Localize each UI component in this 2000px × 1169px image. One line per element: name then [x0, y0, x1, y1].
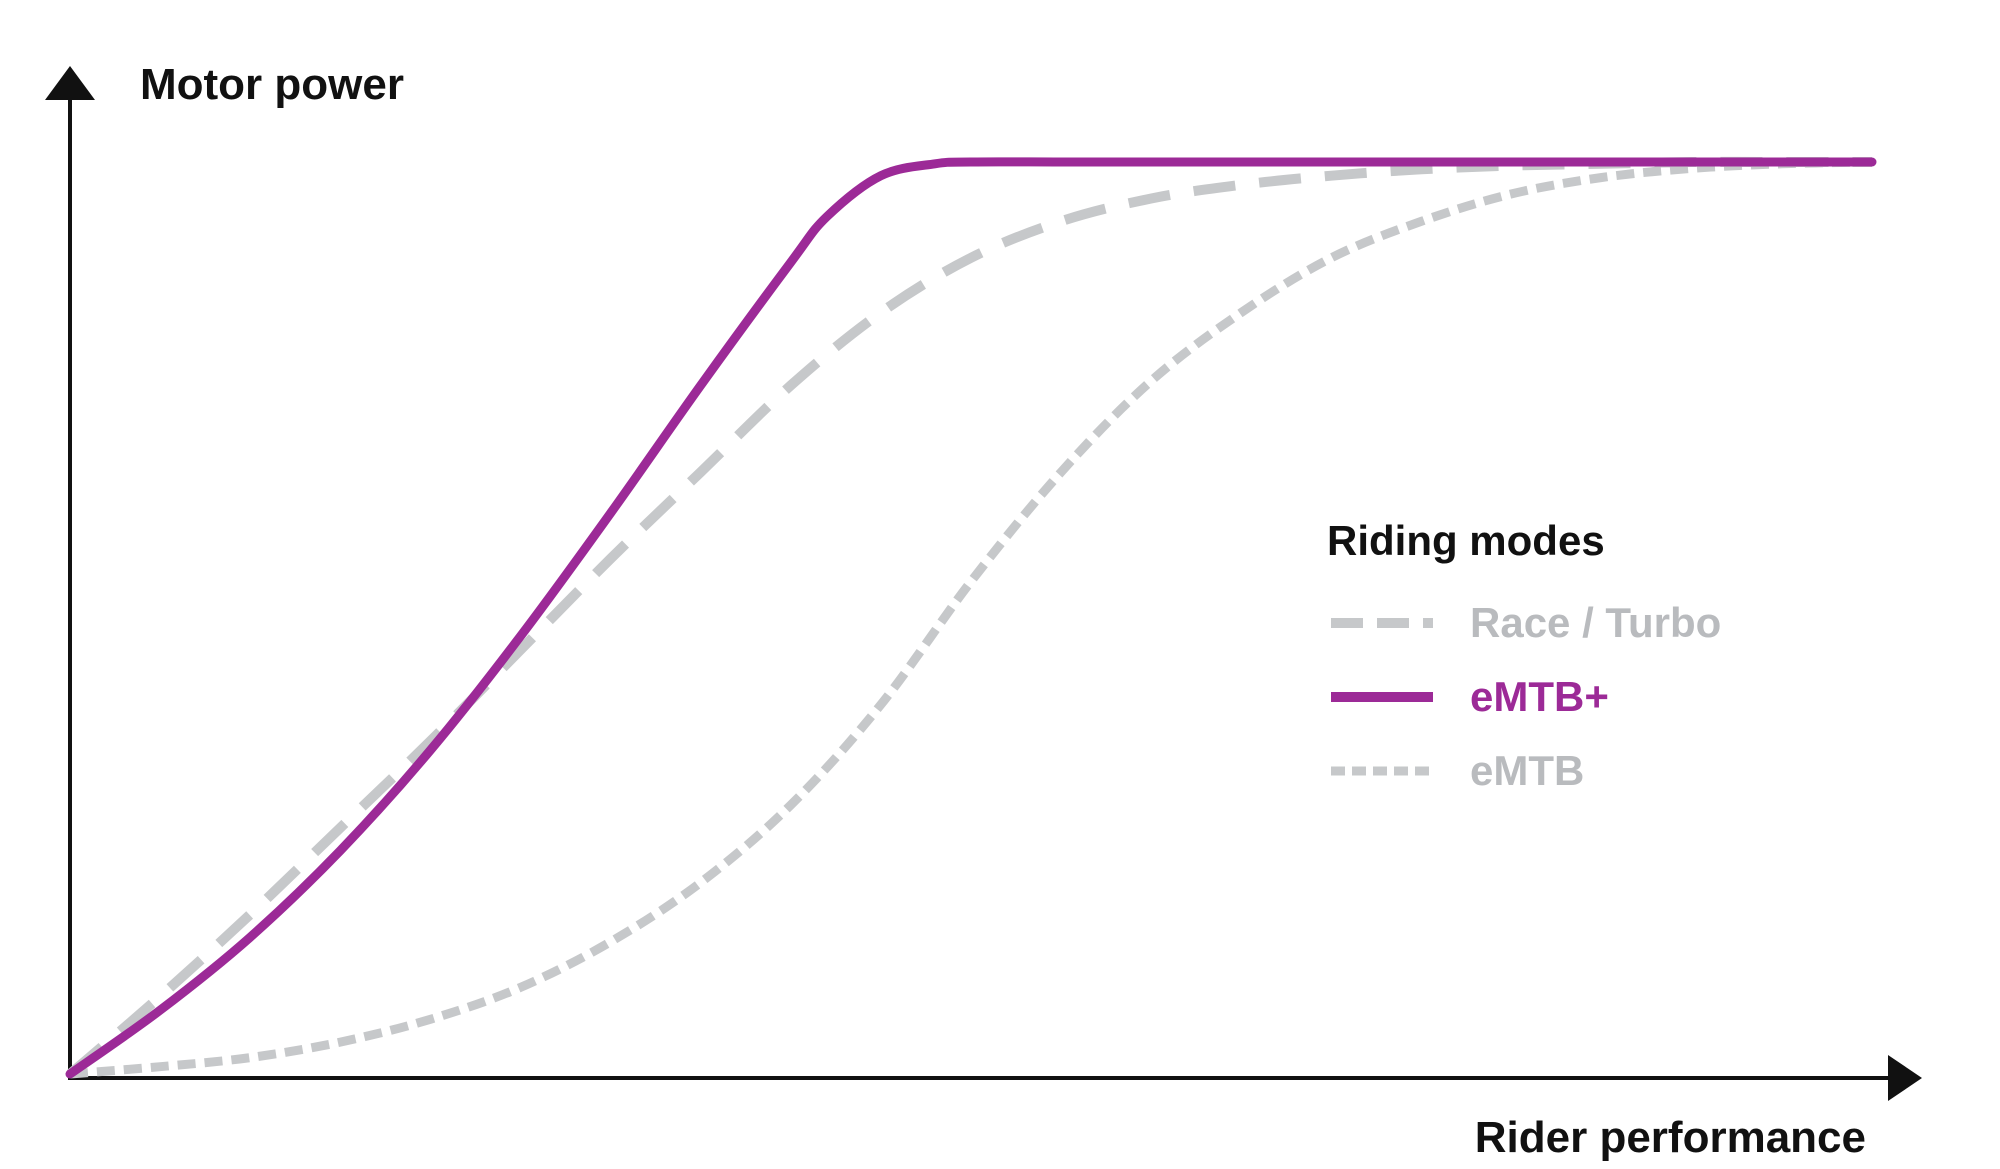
legend-label-emtb: eMTB+	[1470, 673, 1609, 720]
legend-label-emtb: eMTB	[1470, 747, 1584, 794]
x-axis-arrow-icon	[1888, 1055, 1922, 1101]
y-axis-title: Motor power	[140, 60, 404, 109]
series-line-emtb	[69, 157, 1873, 1079]
legend-label-race-turbo: Race / Turbo	[1470, 599, 1721, 646]
legend-title: Riding modes	[1327, 517, 1605, 564]
y-axis-arrow-icon	[45, 66, 95, 100]
legend: Riding modes Race / Turbo eMTB+ eMTB	[1327, 517, 1721, 794]
x-axis-title: Rider performance	[1475, 1113, 1866, 1162]
legend-entries: Race / Turbo eMTB+ eMTB	[1331, 599, 1721, 794]
series-line-emtb	[65, 157, 1877, 1079]
series-layer	[65, 156, 1877, 1079]
